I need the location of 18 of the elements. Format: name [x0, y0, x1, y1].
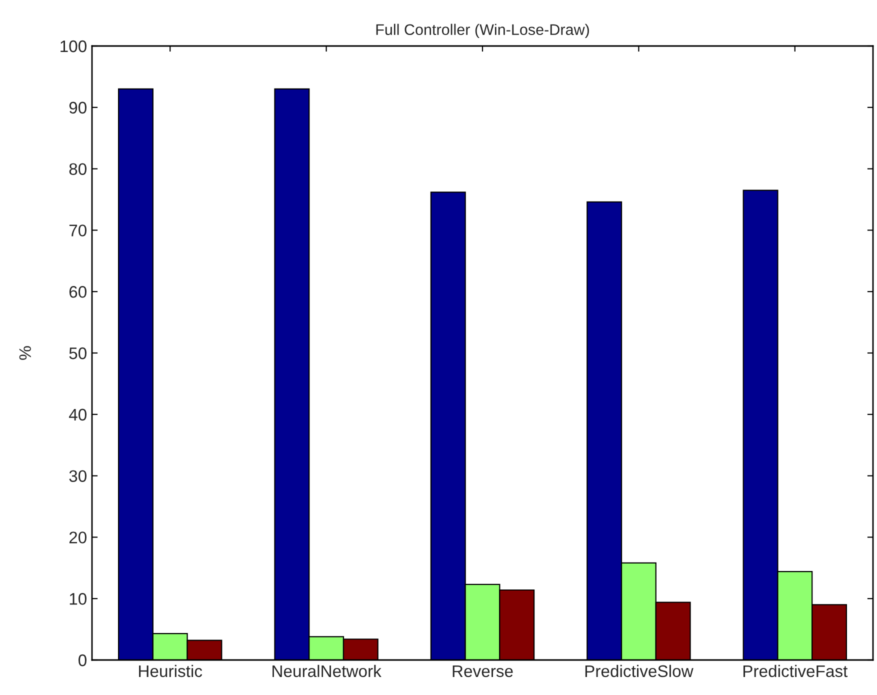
- y-tick-label: 40: [68, 408, 86, 421]
- y-tick-label: 100: [60, 40, 86, 52]
- y-axis-title: %: [19, 346, 31, 360]
- y-tick-label: 80: [69, 163, 86, 176]
- y-tick-label: 50: [69, 347, 86, 360]
- y-tick-label: 60: [69, 286, 86, 298]
- x-tick-label: PredictiveSlow: [585, 664, 694, 678]
- y-tick-label: 20: [69, 532, 86, 544]
- y-tick-label: 30: [69, 470, 86, 482]
- x-tick-label: NeuralNetwork: [272, 664, 382, 678]
- y-tick-label: 90: [69, 102, 86, 114]
- y-tick-label: 10: [70, 593, 86, 605]
- x-tick-label: Heuristic: [139, 664, 202, 678]
- y-tick-label: 70: [69, 224, 86, 236]
- x-tick-label: Reverse: [452, 665, 513, 678]
- chart-title: Full Controller (Win-Lose-Draw): [376, 24, 589, 38]
- y-tick-label: 0: [78, 654, 86, 666]
- x-tick-label: PredictiveFast: [743, 664, 848, 678]
